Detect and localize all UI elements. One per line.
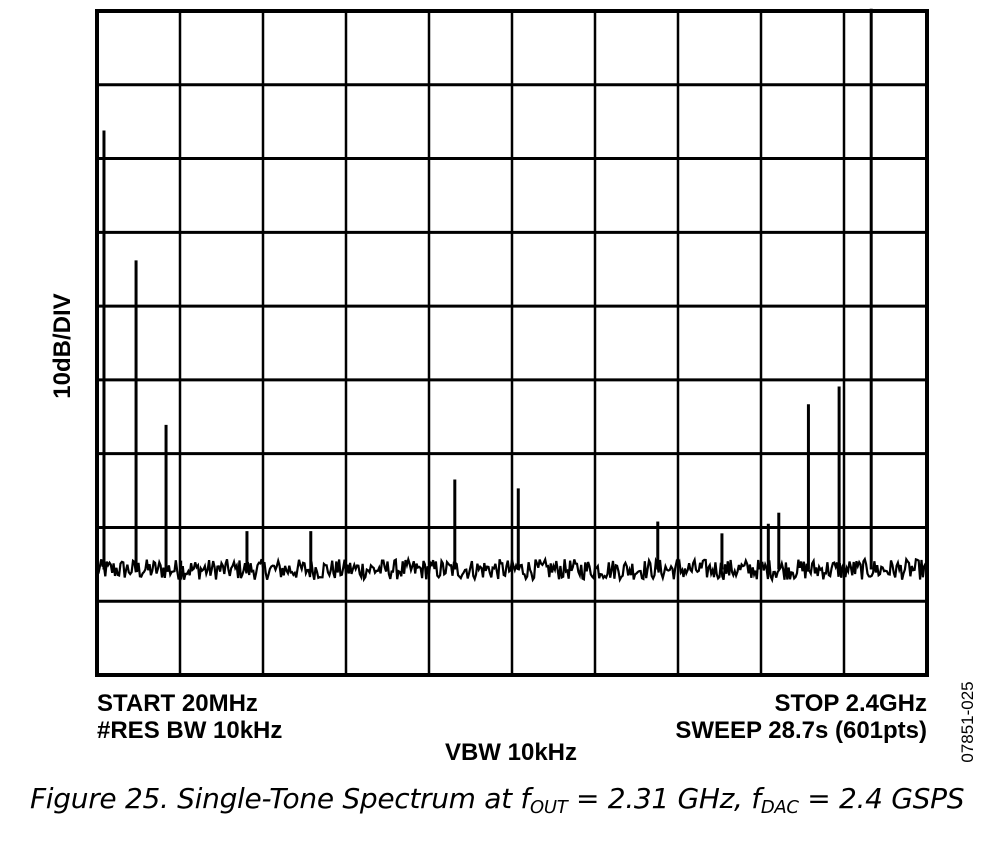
stop-frequency-label: STOP 2.4GHz [774, 690, 927, 717]
figure-code: 07851-025 [958, 681, 977, 762]
noise-floor-trace [95, 555, 928, 584]
caption-prefix: Figure 25. Single-Tone Spectrum at f [30, 782, 530, 815]
y-axis-label: 10dB/DIV [49, 293, 76, 398]
caption-subscript-dac: DAC [760, 797, 799, 818]
plot-frame [95, 9, 929, 677]
caption-suffix: = 2.4 GSPS [798, 782, 965, 815]
figure-caption: Figure 25. Single-Tone Spectrum at fOUT … [30, 782, 965, 818]
caption-middle: = 2.31 GHz, f [567, 782, 761, 815]
resolution-bandwidth-label: #RES BW 10kHz [97, 717, 282, 744]
trace [95, 8, 928, 584]
grid [97, 11, 927, 675]
video-bandwidth-label: VBW 10kHz [445, 739, 577, 766]
caption-subscript-out: OUT [529, 797, 568, 818]
sweep-time-label: SWEEP 28.7s (601pts) [675, 717, 927, 744]
start-frequency-label: START 20MHz [97, 690, 258, 717]
